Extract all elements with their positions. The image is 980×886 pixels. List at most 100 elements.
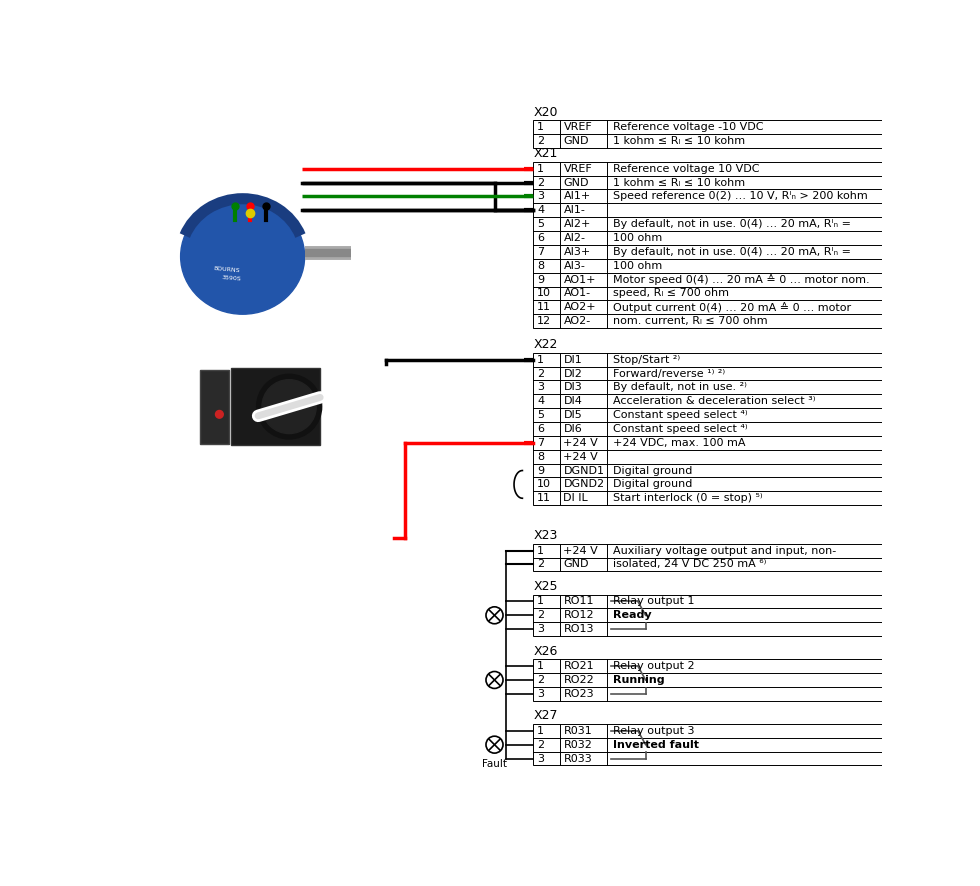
Text: Speed reference 0(2) … 10 V, Rᴵₙ > 200 kohm: Speed reference 0(2) … 10 V, Rᴵₙ > 200 k…: [613, 191, 868, 201]
Circle shape: [486, 672, 503, 688]
Text: DI1: DI1: [564, 354, 582, 365]
Circle shape: [262, 380, 317, 433]
Text: 11: 11: [537, 494, 551, 503]
Text: AO1-: AO1-: [564, 289, 591, 299]
Text: 1: 1: [537, 122, 544, 132]
Text: 1: 1: [537, 354, 544, 365]
Text: Reference voltage -10 VDC: Reference voltage -10 VDC: [613, 122, 763, 132]
Bar: [533, 659, 886, 701]
Text: RO22: RO22: [564, 675, 594, 685]
Text: Constant speed select ⁴⁾: Constant speed select ⁴⁾: [613, 410, 748, 420]
Text: AI2-: AI2-: [564, 233, 585, 243]
Text: 2: 2: [537, 136, 544, 146]
Text: Digital ground: Digital ground: [613, 465, 693, 476]
Text: Constant speed select ⁴⁾: Constant speed select ⁴⁾: [613, 424, 748, 434]
Text: 11: 11: [537, 302, 551, 312]
Text: DI4: DI4: [564, 396, 582, 406]
Text: X21: X21: [533, 147, 558, 160]
Text: 1: 1: [537, 546, 544, 556]
Text: DGND1: DGND1: [564, 465, 605, 476]
FancyBboxPatch shape: [231, 368, 320, 445]
Text: 1: 1: [537, 726, 544, 735]
Text: RO11: RO11: [564, 596, 594, 606]
Text: DI3: DI3: [564, 383, 582, 392]
Text: VREF: VREF: [564, 164, 592, 174]
Text: RO21: RO21: [564, 661, 594, 671]
FancyBboxPatch shape: [200, 369, 229, 444]
Text: 6: 6: [537, 424, 544, 434]
Text: Forward/reverse ¹⁾ ²⁾: Forward/reverse ¹⁾ ²⁾: [613, 369, 725, 378]
Text: Motor speed 0(4) … 20 mA ≙ 0 … motor nom.: Motor speed 0(4) … 20 mA ≙ 0 … motor nom…: [613, 274, 869, 285]
Text: AI3-: AI3-: [564, 260, 585, 271]
Text: 6: 6: [537, 233, 544, 243]
Text: BOURNS: BOURNS: [214, 266, 240, 273]
Text: 5: 5: [537, 219, 544, 229]
Text: 5: 5: [537, 410, 544, 420]
Text: 3: 3: [537, 688, 544, 699]
Text: 2: 2: [537, 740, 544, 750]
Text: RO13: RO13: [564, 624, 594, 634]
Text: Acceleration & deceleration select ³⁾: Acceleration & deceleration select ³⁾: [613, 396, 815, 406]
Text: 2: 2: [537, 177, 544, 188]
Text: R031: R031: [564, 726, 592, 735]
Bar: [533, 724, 886, 766]
Text: Digital ground: Digital ground: [613, 479, 693, 489]
Text: Output current 0(4) … 20 mA ≙ 0 … motor: Output current 0(4) … 20 mA ≙ 0 … motor: [613, 302, 852, 313]
Text: 1: 1: [537, 164, 544, 174]
Text: GND: GND: [564, 136, 589, 146]
Text: 2: 2: [537, 610, 544, 620]
Text: 9: 9: [537, 465, 544, 476]
Text: DI2: DI2: [564, 369, 582, 378]
Bar: [533, 353, 886, 505]
Text: Stop/Start ²⁾: Stop/Start ²⁾: [613, 354, 680, 365]
Circle shape: [216, 410, 223, 418]
Text: 3590S: 3590S: [221, 276, 241, 282]
Bar: [533, 595, 886, 636]
Text: Relay output 3: Relay output 3: [613, 726, 695, 735]
Text: +24 V: +24 V: [564, 438, 598, 447]
Text: 9: 9: [537, 275, 544, 284]
Text: 4: 4: [537, 396, 544, 406]
Text: RO23: RO23: [564, 688, 594, 699]
Text: 1 kohm ≤ Rₗ ≤ 10 kohm: 1 kohm ≤ Rₗ ≤ 10 kohm: [613, 136, 745, 146]
Text: GND: GND: [564, 559, 589, 570]
Text: X22: X22: [533, 338, 558, 351]
Text: AO2-: AO2-: [564, 316, 591, 326]
Text: DI5: DI5: [564, 410, 582, 420]
Bar: [533, 162, 886, 328]
Text: Inverted fault: Inverted fault: [613, 740, 699, 750]
Bar: [533, 544, 886, 571]
Text: Ready: Ready: [613, 610, 652, 620]
Text: By default, not in use. ²⁾: By default, not in use. ²⁾: [613, 383, 747, 392]
Text: 100 ohm: 100 ohm: [613, 233, 662, 243]
Circle shape: [257, 374, 321, 439]
Ellipse shape: [180, 198, 305, 315]
Text: X23: X23: [533, 529, 558, 542]
Text: 3: 3: [537, 383, 544, 392]
Text: Relay output 1: Relay output 1: [613, 596, 695, 606]
Text: 1 kohm ≤ Rₗ ≤ 10 kohm: 1 kohm ≤ Rₗ ≤ 10 kohm: [613, 177, 745, 188]
Text: By default, not in use. 0(4) … 20 mA, Rᴵₙ =: By default, not in use. 0(4) … 20 mA, Rᴵ…: [613, 219, 851, 229]
Text: RO12: RO12: [564, 610, 594, 620]
Text: speed, Rₗ ≤ 700 ohm: speed, Rₗ ≤ 700 ohm: [613, 289, 729, 299]
Text: AO1+: AO1+: [564, 275, 596, 284]
Text: Start interlock (0 = stop) ⁵⁾: Start interlock (0 = stop) ⁵⁾: [613, 494, 762, 503]
Text: 3: 3: [537, 753, 544, 764]
Text: Auxiliary voltage output and input, non-: Auxiliary voltage output and input, non-: [613, 546, 836, 556]
Text: 2: 2: [537, 675, 544, 685]
Text: AO2+: AO2+: [564, 302, 596, 312]
Text: 7: 7: [537, 438, 544, 447]
Text: X26: X26: [533, 645, 558, 657]
Text: DGND2: DGND2: [564, 479, 605, 489]
Text: 8: 8: [537, 260, 544, 271]
Text: DI IL: DI IL: [564, 494, 588, 503]
Text: AI2+: AI2+: [564, 219, 591, 229]
Text: AI3+: AI3+: [564, 247, 591, 257]
Text: X27: X27: [533, 710, 558, 722]
Text: Relay output 2: Relay output 2: [613, 661, 695, 671]
Text: 4: 4: [537, 206, 544, 215]
Text: isolated, 24 V DC 250 mA ⁶⁾: isolated, 24 V DC 250 mA ⁶⁾: [613, 559, 766, 570]
Text: nom. current, Rₗ ≤ 700 ohm: nom. current, Rₗ ≤ 700 ohm: [613, 316, 767, 326]
Text: GND: GND: [564, 177, 589, 188]
Text: 12: 12: [537, 316, 551, 326]
